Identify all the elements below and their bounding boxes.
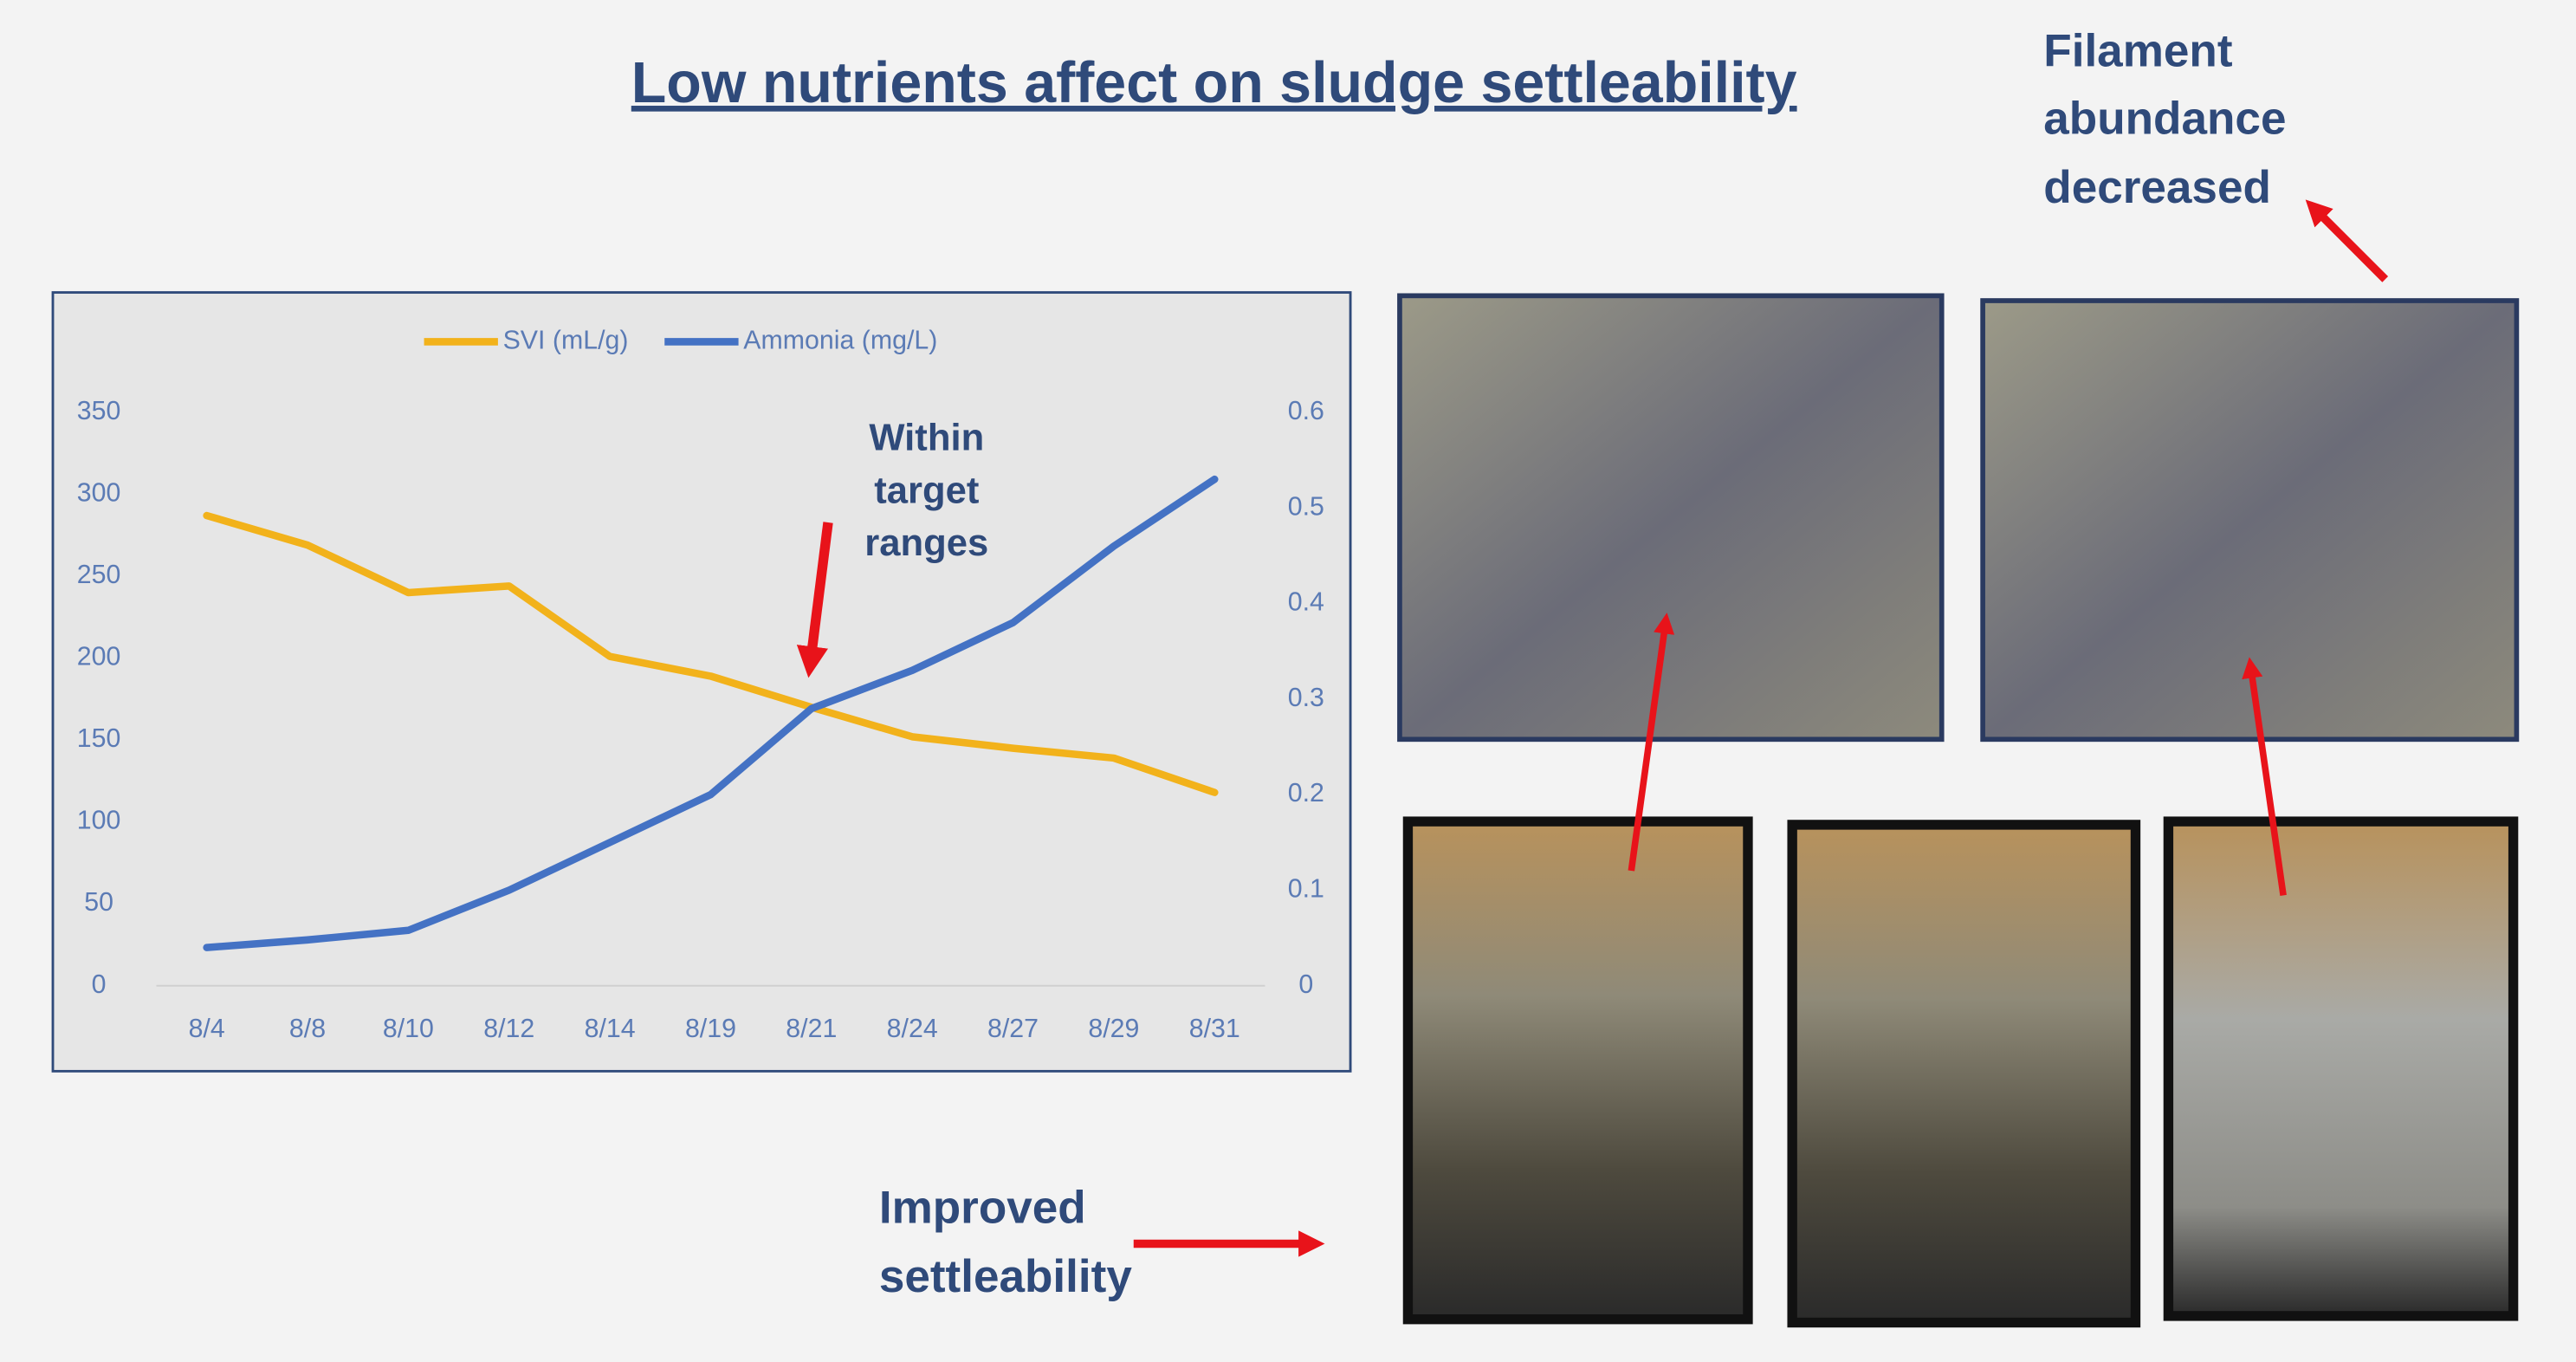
x-tick-label: 8/21 bbox=[786, 1015, 837, 1043]
filament-note: abundance bbox=[2043, 93, 2286, 144]
x-tick-label: 8/31 bbox=[1189, 1015, 1240, 1043]
annotation: ranges bbox=[864, 522, 988, 564]
beaker-photo bbox=[1402, 816, 1753, 1325]
x-tick-label: 8/12 bbox=[483, 1015, 534, 1043]
beaker-photo bbox=[1787, 820, 2141, 1328]
x-tick-label: 8/24 bbox=[887, 1015, 938, 1043]
y-tick-label: 200 bbox=[77, 643, 121, 671]
y-tick-label: 0 bbox=[92, 970, 107, 999]
data-line bbox=[203, 475, 1219, 951]
y2-tick-label: 0.5 bbox=[1288, 492, 1324, 521]
x-tick-label: 8/8 bbox=[289, 1015, 326, 1043]
x-tick-label: 8/4 bbox=[189, 1015, 225, 1043]
y-tick-label: 50 bbox=[84, 888, 113, 917]
filament-note: Filament bbox=[2043, 26, 2233, 77]
settle-note: Improved bbox=[879, 1183, 1086, 1234]
annotation: Within bbox=[869, 418, 984, 459]
slide-title: Low nutrients affect on sludge settleabi… bbox=[631, 51, 1797, 115]
arrow bbox=[2242, 657, 2287, 896]
arrow bbox=[796, 522, 833, 678]
y2-tick-label: 0.3 bbox=[1288, 684, 1324, 712]
arrow bbox=[1628, 613, 1675, 872]
arrow bbox=[2305, 199, 2389, 282]
y-tick-label: 100 bbox=[77, 807, 121, 835]
data-line bbox=[203, 511, 1219, 796]
annotation: target bbox=[874, 470, 979, 511]
beaker-photo bbox=[2163, 816, 2519, 1321]
x-tick-label: 8/19 bbox=[685, 1015, 736, 1043]
filament-note: decreased bbox=[2043, 162, 2271, 213]
chart-frame bbox=[51, 291, 1352, 1073]
chart: 0 50 100 150 200 250 300 350 0 0.1 0.2 0.3 0.4 0.5 0.6… bbox=[51, 291, 1352, 1073]
x-tick-label: 8/27 bbox=[987, 1015, 1039, 1043]
y-tick-label: 300 bbox=[77, 479, 121, 508]
settle-note: settleability bbox=[879, 1251, 1133, 1302]
x-tick-label: 8/29 bbox=[1088, 1015, 1139, 1043]
y2-tick-label: 0.1 bbox=[1288, 874, 1324, 903]
microscope-photo bbox=[1980, 298, 2520, 743]
microscope-photo bbox=[1397, 293, 1945, 743]
y2-tick-label: 0.6 bbox=[1288, 397, 1324, 425]
legend-label: Ammonia (mg/L) bbox=[743, 326, 937, 354]
x-tick-label: 8/14 bbox=[585, 1015, 636, 1043]
y2-tick-label: 0 bbox=[1298, 970, 1313, 999]
y2-tick-label: 0.4 bbox=[1288, 588, 1324, 617]
y-tick-label: 150 bbox=[77, 724, 121, 753]
y-tick-label: 350 bbox=[77, 397, 121, 425]
x-tick-label: 8/10 bbox=[383, 1015, 434, 1043]
y2-tick-label: 0.2 bbox=[1288, 779, 1324, 807]
y-tick-label: 250 bbox=[77, 561, 121, 589]
legend-label: SVI (mL/g) bbox=[503, 326, 629, 354]
